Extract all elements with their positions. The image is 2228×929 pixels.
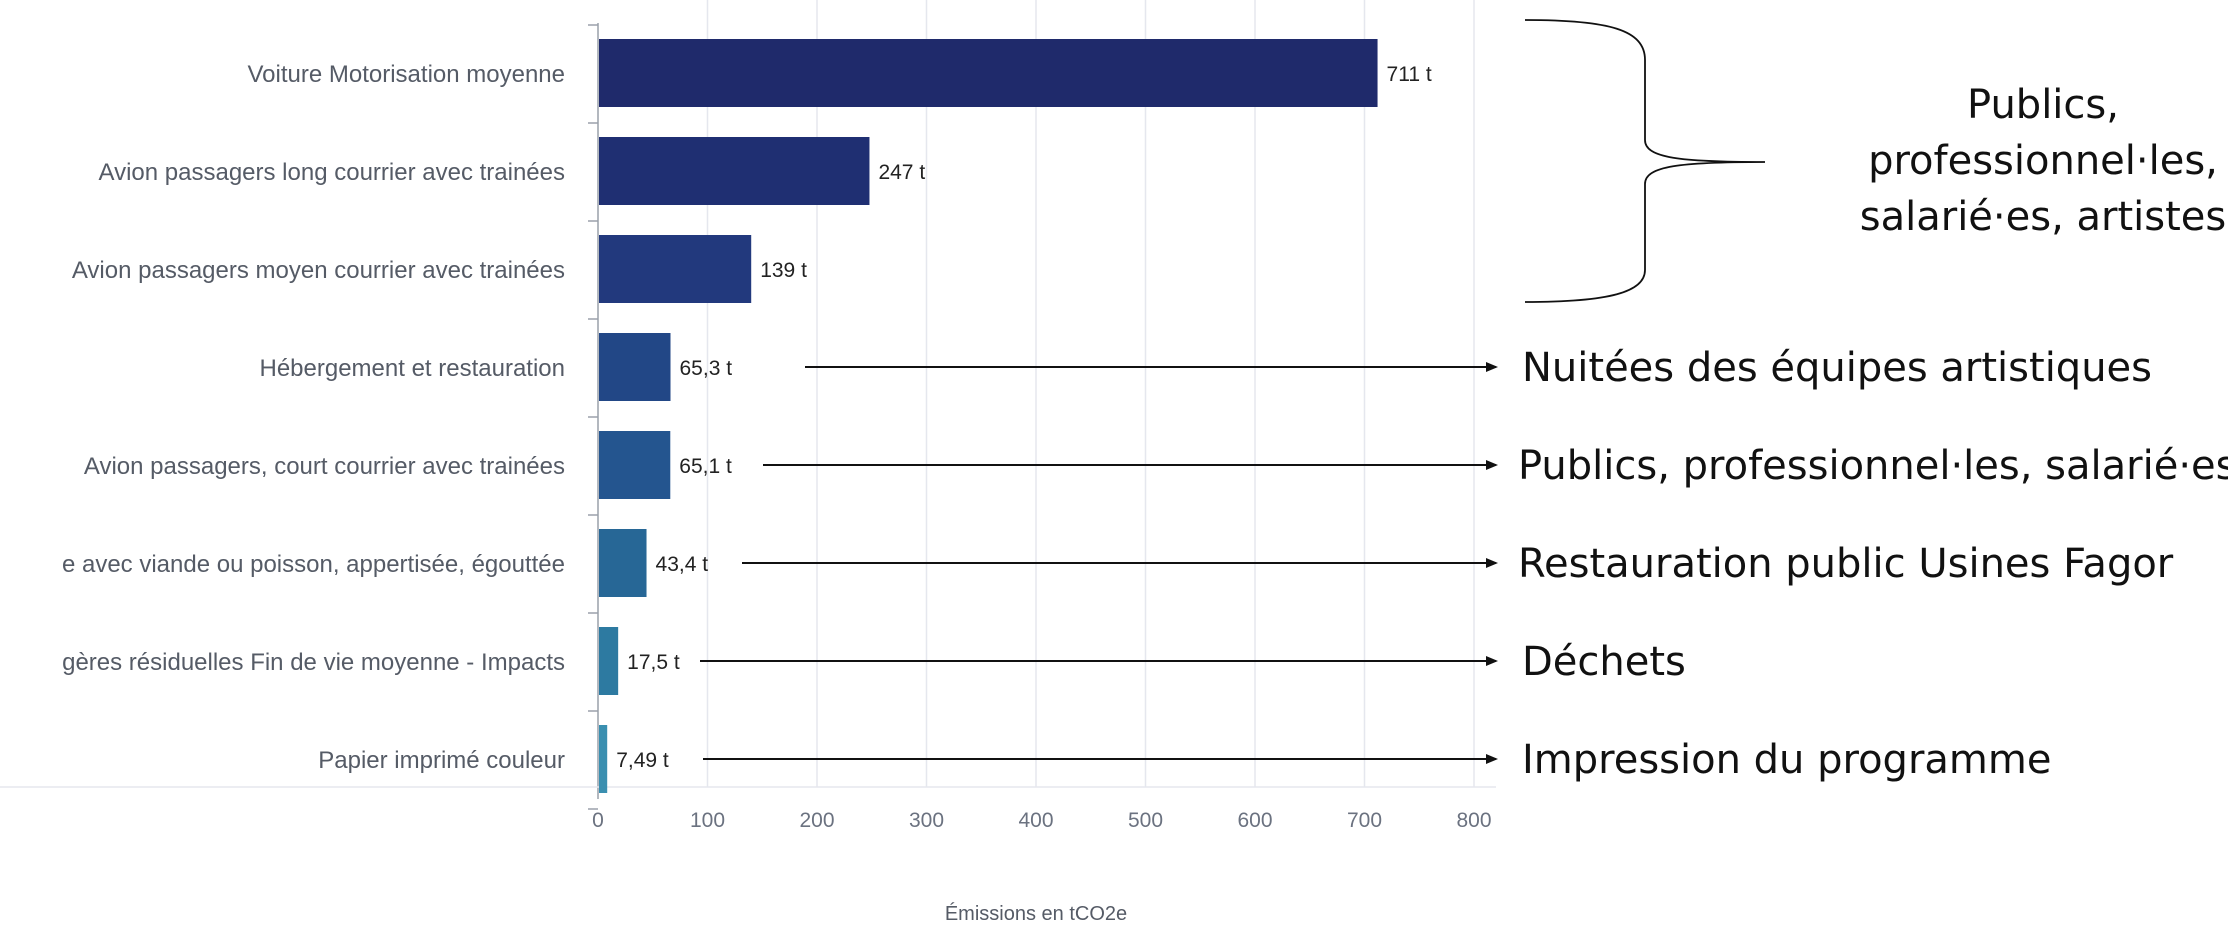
annotation-text: Impression du programme — [1522, 737, 2051, 783]
category-label: Voiture Motorisation moyenne — [247, 61, 565, 88]
x-tick-label: 800 — [1456, 809, 1491, 832]
x-tick-label: 100 — [690, 809, 725, 832]
brace-text-line-2: professionnel·les, — [1868, 138, 2218, 184]
axes: 0 100 200 300 400 500 600 700 800 — [0, 23, 1496, 832]
bar — [599, 235, 752, 303]
bar-value-label: 711 t — [1387, 63, 1432, 86]
bar-value-label: 139 t — [760, 259, 807, 282]
category-label: Papier imprimé couleur — [318, 747, 565, 774]
category-label: Hébergement et restauration — [259, 355, 565, 382]
bar — [599, 333, 671, 401]
bar — [599, 725, 608, 793]
bar-value-label: 17,5 t — [627, 651, 680, 674]
category-label: gères résiduelles Fin de vie moyenne - I… — [62, 649, 565, 676]
bar — [599, 529, 647, 597]
category-label: Avion passagers long courrier avec train… — [99, 159, 565, 186]
annotations: Publics, professionnel·les, salarié·es, … — [700, 19, 2228, 783]
x-axis-title: Émissions en tCO2e — [945, 902, 1127, 925]
bar — [599, 39, 1378, 107]
bar — [599, 627, 619, 695]
category-label: Avion passagers moyen courrier avec trai… — [72, 257, 565, 284]
brace — [1524, 19, 1766, 303]
bar — [599, 137, 870, 205]
x-tick-label: 500 — [1128, 809, 1163, 832]
x-tick-label: 300 — [909, 809, 944, 832]
category-label: Avion passagers, court courrier avec tra… — [84, 453, 565, 480]
bar-value-label: 65,3 t — [680, 357, 733, 380]
gridlines — [706, 0, 1475, 787]
category-labels: 711 t Voiture Motorisation moyenne 247 t Av… — [62, 61, 1432, 774]
bars — [599, 39, 1378, 793]
annotation-text: Publics, professionnel·les, salarié·es — [1518, 443, 2228, 489]
x-tick-label: 400 — [1018, 809, 1053, 832]
bar — [599, 431, 671, 499]
annotation-text: Restauration public Usines Fagor — [1518, 541, 2174, 587]
x-tick-label: 0 — [592, 809, 604, 832]
annotation-text: Déchets — [1522, 639, 1686, 685]
annotation-text: Nuitées des équipes artistiques — [1522, 345, 2152, 391]
bar-value-label: 43,4 t — [656, 553, 709, 576]
bar-value-label: 7,49 t — [616, 749, 669, 772]
bar-value-label: 65,1 t — [679, 455, 732, 478]
x-tick-label: 200 — [799, 809, 834, 832]
brace-text-line-1: Publics, — [1967, 82, 2119, 128]
bar-value-label: 247 t — [878, 161, 925, 184]
category-label: e avec viande ou poisson, appertisée, ég… — [62, 551, 565, 578]
brace-text-line-3: salarié·es, artistes — [1860, 194, 2226, 240]
x-tick-label: 600 — [1237, 809, 1272, 832]
x-tick-label: 700 — [1347, 809, 1382, 832]
